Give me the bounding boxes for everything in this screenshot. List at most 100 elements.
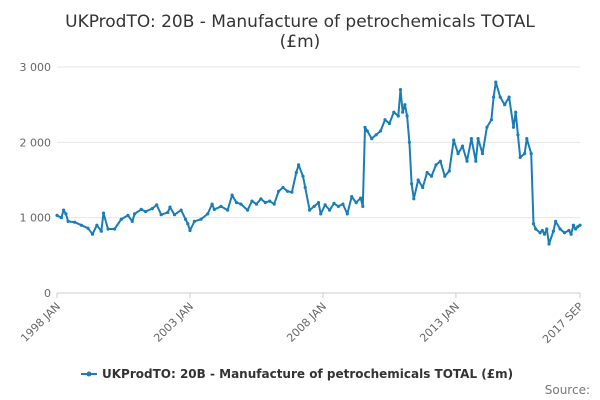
data-point[interactable] <box>534 227 538 231</box>
data-point[interactable] <box>206 212 210 216</box>
data-point[interactable] <box>246 208 250 212</box>
data-point[interactable] <box>518 155 522 159</box>
data-point[interactable] <box>239 202 243 206</box>
data-point[interactable] <box>155 203 159 207</box>
data-point[interactable] <box>489 118 493 122</box>
data-point[interactable] <box>172 213 177 217</box>
data-point[interactable] <box>551 229 556 233</box>
data-point[interactable] <box>113 227 117 231</box>
data-point[interactable] <box>281 185 285 190</box>
data-point[interactable] <box>312 204 316 208</box>
data-point[interactable] <box>374 133 378 137</box>
data-point[interactable] <box>379 129 383 133</box>
data-point[interactable] <box>268 199 272 203</box>
data-point[interactable] <box>410 182 414 186</box>
data-point[interactable] <box>392 110 396 114</box>
data-point[interactable] <box>126 213 130 217</box>
data-point[interactable] <box>79 223 83 227</box>
data-point[interactable] <box>460 144 465 148</box>
data-point[interactable] <box>405 114 409 118</box>
credit-text[interactable]: Source: <box>545 383 590 397</box>
data-point[interactable] <box>212 207 216 211</box>
data-point[interactable] <box>498 95 502 99</box>
data-point[interactable] <box>290 190 294 194</box>
data-point[interactable] <box>480 152 485 156</box>
data-point[interactable] <box>438 159 442 163</box>
data-point[interactable] <box>303 185 307 190</box>
data-point[interactable] <box>474 159 478 163</box>
data-point[interactable] <box>403 103 407 107</box>
data-point[interactable] <box>90 232 95 236</box>
data-point[interactable] <box>401 110 405 114</box>
data-point[interactable] <box>210 202 214 206</box>
data-point[interactable] <box>297 163 301 167</box>
data-point[interactable] <box>494 80 498 84</box>
data-point[interactable] <box>308 208 312 212</box>
data-point[interactable] <box>558 227 562 231</box>
data-point[interactable] <box>503 103 507 107</box>
data-point[interactable] <box>452 138 456 142</box>
data-point[interactable] <box>507 95 511 99</box>
data-point[interactable] <box>119 217 123 221</box>
data-point[interactable] <box>301 174 305 178</box>
data-point[interactable] <box>425 170 429 175</box>
data-point[interactable] <box>277 189 281 193</box>
data-point[interactable] <box>55 213 59 217</box>
data-point[interactable] <box>361 204 365 208</box>
data-point[interactable] <box>323 203 327 207</box>
data-point[interactable] <box>354 201 358 205</box>
data-point[interactable] <box>254 202 258 206</box>
data-point[interactable] <box>359 196 363 200</box>
data-point[interactable] <box>133 212 137 216</box>
data-point[interactable] <box>412 197 416 201</box>
data-point[interactable] <box>545 227 549 231</box>
data-point[interactable] <box>465 159 469 163</box>
data-point[interactable] <box>106 227 110 231</box>
data-point[interactable] <box>350 195 354 199</box>
data-point[interactable] <box>469 137 473 141</box>
data-point[interactable] <box>139 207 143 211</box>
data-point[interactable] <box>183 217 188 221</box>
data-point[interactable] <box>62 208 66 212</box>
data-point[interactable] <box>525 137 529 141</box>
data-point[interactable] <box>95 223 99 227</box>
data-point[interactable] <box>144 210 148 214</box>
data-point[interactable] <box>492 95 496 99</box>
data-point[interactable] <box>101 211 106 215</box>
data-point[interactable] <box>429 174 434 178</box>
data-point[interactable] <box>250 199 254 203</box>
data-point[interactable] <box>538 231 542 235</box>
data-point[interactable] <box>571 223 576 227</box>
data-point[interactable] <box>554 219 558 223</box>
data-point[interactable] <box>319 212 323 216</box>
data-point[interactable] <box>285 189 290 193</box>
data-point[interactable] <box>199 217 203 221</box>
data-point[interactable] <box>562 231 567 235</box>
data-point[interactable] <box>230 193 234 197</box>
data-point[interactable] <box>66 219 70 223</box>
data-point[interactable] <box>514 110 518 114</box>
data-point[interactable] <box>345 212 349 216</box>
data-point[interactable] <box>456 152 460 156</box>
data-point[interactable] <box>336 204 340 208</box>
data-point[interactable] <box>234 201 239 205</box>
data-point[interactable] <box>150 207 154 211</box>
data-point[interactable] <box>516 133 520 137</box>
data-point[interactable] <box>86 226 90 230</box>
data-point[interactable] <box>64 212 68 216</box>
data-point[interactable] <box>485 125 489 129</box>
data-point[interactable] <box>73 220 77 224</box>
data-point[interactable] <box>166 210 170 214</box>
data-point[interactable] <box>578 223 582 227</box>
legend[interactable]: UKProdTO: 20B - Manufacture of petrochem… <box>81 367 513 381</box>
data-point[interactable] <box>542 232 547 236</box>
data-point[interactable] <box>186 222 190 226</box>
data-point[interactable] <box>476 137 480 141</box>
data-point[interactable] <box>59 216 64 220</box>
data-point[interactable] <box>383 118 387 122</box>
data-point[interactable] <box>407 140 411 144</box>
data-point[interactable] <box>159 213 163 217</box>
data-point[interactable] <box>567 228 571 233</box>
legend-label[interactable]: UKProdTO: 20B - Manufacture of petrochem… <box>102 367 513 381</box>
data-point[interactable] <box>130 219 134 223</box>
